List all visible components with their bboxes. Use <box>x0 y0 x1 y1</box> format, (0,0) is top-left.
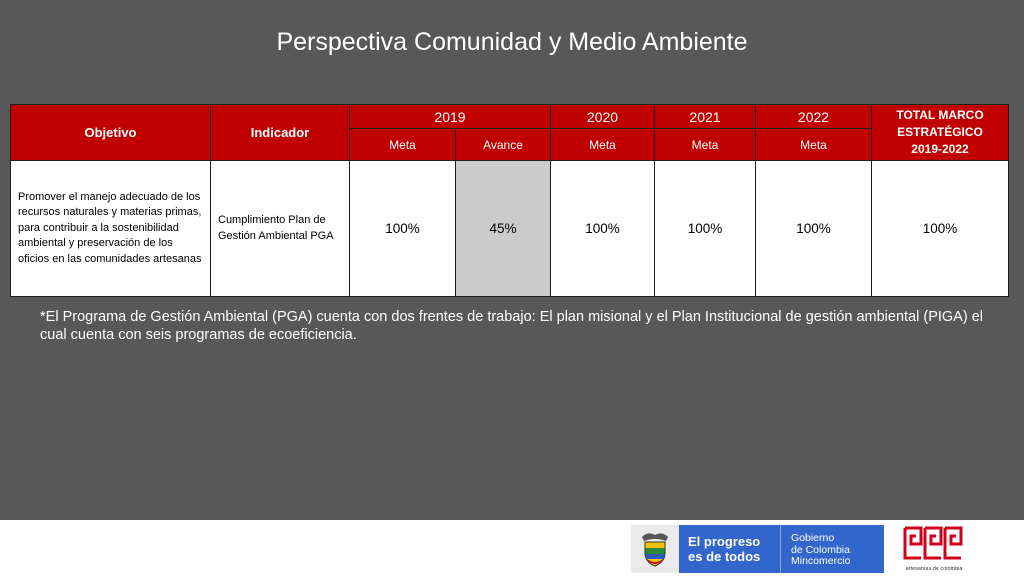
gov-slogan-line-2: es de todos <box>688 549 761 564</box>
gov-name-line-1: Gobierno <box>791 532 835 544</box>
cell-meta-2022: 100% <box>755 160 872 297</box>
cell-meta-2020: 100% <box>550 160 655 297</box>
artesanias-caption: artesanías de colombia <box>905 566 963 572</box>
header-meta-2020: Meta <box>550 128 655 161</box>
header-total-line-1: TOTAL MARCO <box>896 108 984 122</box>
header-row-sub: Meta Avance Meta Meta Meta <box>11 128 1009 161</box>
cell-total: 100% <box>871 160 1009 297</box>
header-year-2020: 2020 <box>550 104 655 129</box>
header-meta-2019: Meta <box>349 128 456 161</box>
header-year-2019: 2019 <box>349 104 551 129</box>
gov-name-line-2: de Colombia <box>791 543 850 556</box>
header-year-2022: 2022 <box>755 104 872 129</box>
header-avance-2019: Avance <box>455 128 551 161</box>
header-indicador: Indicador <box>210 104 350 161</box>
header-meta-2022: Meta <box>755 128 872 161</box>
cell-avance-2019: 45% <box>455 160 551 297</box>
header-year-2021: 2021 <box>654 104 756 129</box>
footnote: *El Programa de Gestión Ambiental (PGA) … <box>40 309 983 343</box>
slide-title: Perspectiva Comunidad y Medio Ambiente <box>276 28 748 56</box>
cell-meta-2021: 100% <box>654 160 756 297</box>
government-banner: El progreso es de todos Gobierno de Colo… <box>631 525 884 573</box>
cell-meta-2019: 100% <box>349 160 456 297</box>
indicators-table: Objetivo Indicador 2019 2020 2021 2022 T… <box>10 104 1009 297</box>
gov-name: Gobierno de Colombia Mincomercio <box>781 525 851 573</box>
gov-slogan: El progreso es de todos <box>679 525 781 573</box>
header-total-line-3: 2019-2022 <box>911 142 969 156</box>
table-row: Promover el manejo adecuado de los recur… <box>10 160 1009 297</box>
header-row-years: Objetivo Indicador 2019 2020 2021 2022 T… <box>10 104 1009 161</box>
header-meta-2021: Meta <box>654 128 756 161</box>
header-total: TOTAL MARCO ESTRATÉGICO 2019-2022 <box>871 104 1009 161</box>
gov-slogan-line-1: El progreso <box>688 534 761 549</box>
cell-objetivo: Promover el manejo adecuado de los recur… <box>10 160 211 297</box>
gov-name-line-3: Mincomercio <box>791 555 851 567</box>
cell-indicador: Cumplimiento Plan de Gestión Ambiental P… <box>210 160 350 297</box>
header-total-line-2: ESTRATÉGICO <box>897 125 983 139</box>
header-objetivo: Objetivo <box>10 104 211 161</box>
artesanias-de-colombia-logo-icon: artesanías de colombia <box>902 526 966 572</box>
colombia-coat-of-arms-icon <box>631 525 679 573</box>
